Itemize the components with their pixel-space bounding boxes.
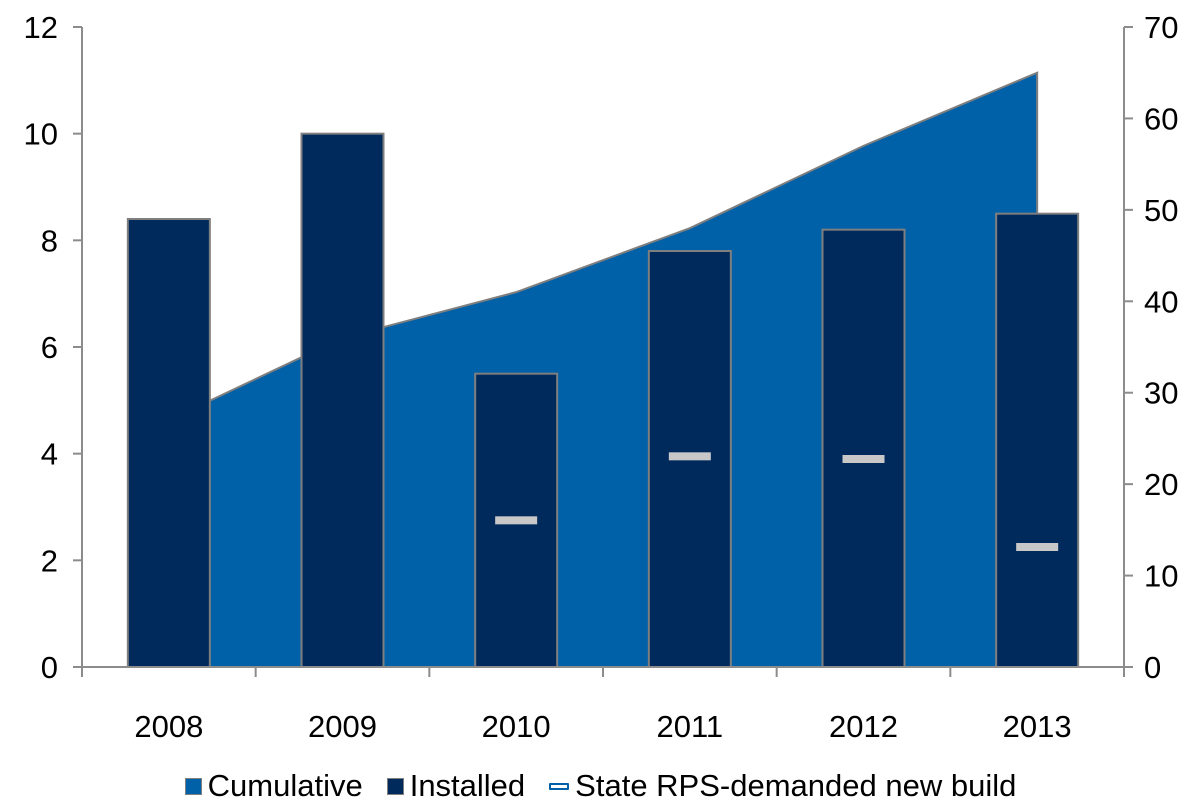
y-left-tick-label: 12 bbox=[24, 10, 58, 45]
legend-item-installed: Installed bbox=[386, 768, 526, 804]
legend-swatch-rps bbox=[549, 782, 570, 790]
x-tick-label-2012: 2012 bbox=[829, 709, 898, 744]
legend-swatch-installed bbox=[386, 777, 404, 795]
x-tick-label-2013: 2013 bbox=[1003, 709, 1072, 744]
installed-bar-2008 bbox=[126, 218, 211, 668]
y-right-tick-label: 50 bbox=[1144, 193, 1178, 228]
cumulative-area-layer bbox=[167, 71, 1039, 668]
x-tick-label-2008: 2008 bbox=[134, 709, 203, 744]
rps-marker-2013 bbox=[1016, 543, 1059, 551]
y-right-tick-label: 70 bbox=[1144, 10, 1178, 45]
legend-label-installed: Installed bbox=[409, 768, 526, 803]
y-right-tick-label: 30 bbox=[1144, 376, 1178, 411]
y-right-tick-label: 10 bbox=[1144, 559, 1178, 594]
legend-swatch-cumulative bbox=[184, 777, 202, 795]
x-tick-label-2010: 2010 bbox=[482, 709, 551, 744]
installed-bar-2009 bbox=[300, 132, 385, 668]
installed-bar-2012 bbox=[821, 228, 906, 669]
y-right-tick-label: 60 bbox=[1144, 101, 1178, 136]
rps-marker-2011 bbox=[668, 452, 711, 461]
x-tick-label-2011: 2011 bbox=[656, 709, 723, 744]
y-right-tick-label: 40 bbox=[1144, 284, 1178, 319]
y-right-tick-label: 20 bbox=[1144, 467, 1178, 502]
rps-marker-2012 bbox=[842, 455, 885, 463]
legend-item-rps: State RPS-demanded new build bbox=[549, 768, 1016, 804]
y-left-tick-label: 6 bbox=[41, 330, 58, 365]
legend: Cumulative Installed State RPS-demanded … bbox=[0, 760, 1201, 812]
y-left-tick-label: 8 bbox=[41, 223, 58, 258]
axes-layer: 0 2 4 6 8 10 12 0 10 20 30 40 50 60 70 2008 2009 2010 2011… bbox=[24, 10, 1179, 744]
installed-bar-2013 bbox=[995, 212, 1080, 669]
legend-label-rps: State RPS-demanded new build bbox=[575, 768, 1017, 803]
rps-marker-2010 bbox=[495, 516, 538, 525]
rps-markers-layer bbox=[495, 452, 1059, 551]
y-left-tick-label: 2 bbox=[41, 543, 58, 578]
chart: 0 2 4 6 8 10 12 0 10 20 30 40 50 60 70 2008 2009 2010 2011… bbox=[24, 10, 1179, 744]
y-right-tick-label: 0 bbox=[1144, 650, 1161, 685]
y-left-tick-label: 4 bbox=[41, 437, 58, 472]
cumulative-area bbox=[167, 71, 1039, 668]
x-tick-label-2009: 2009 bbox=[308, 709, 377, 744]
legend-item-cumulative: Cumulative bbox=[184, 768, 363, 804]
y-left-tick-label: 0 bbox=[41, 650, 58, 685]
legend-label-cumulative: Cumulative bbox=[207, 768, 363, 803]
y-left-tick-label: 10 bbox=[24, 117, 58, 152]
